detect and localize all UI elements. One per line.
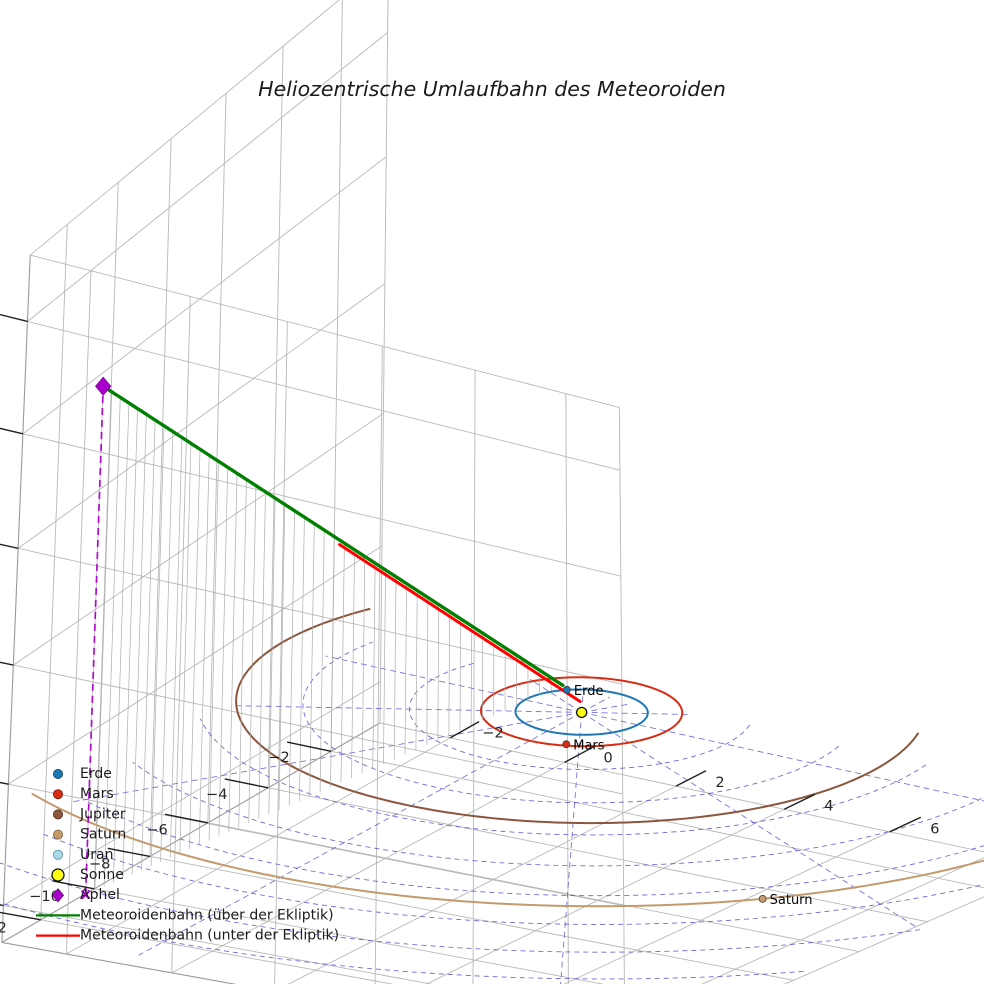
body-labels: Erde Mars Saturn (573, 684, 812, 908)
y-tick-label: −2 (482, 726, 503, 742)
polar-grid (0, 641, 984, 984)
legend-label[interactable]: Meteoroidenbahn (über der Ekliptik) (80, 907, 334, 923)
x-tick-label: −6 (146, 822, 167, 838)
legend-marker-erde (53, 769, 64, 780)
legend-label[interactable]: Mars (80, 786, 114, 802)
legend-marker-uran (53, 849, 64, 860)
legend-marker-mars (53, 789, 64, 800)
axis-tick-labels: 0246810−12−10−8−6−4−2−202468 (0, 726, 939, 937)
x-tick-label: −8 (89, 856, 110, 872)
planet-orbits (31, 608, 984, 908)
x-tick-label: −12 (0, 920, 7, 936)
legend[interactable]: Erde Mars Jupiter Saturn Uran Sonne Aphel Meteo… (36, 766, 339, 944)
x-tick-label: −10 (29, 889, 60, 905)
body-label-erde: Erde (574, 684, 604, 699)
legend-label[interactable]: Sonne (80, 867, 124, 883)
trajectory-stems (85, 386, 552, 895)
y-tick-label: 4 (824, 798, 833, 814)
legend-label[interactable]: Aphel (80, 887, 120, 903)
y-tick-label: 2 (715, 775, 724, 791)
body-label-mars: Mars (573, 738, 605, 753)
meteoroid-trajectory (84, 384, 582, 895)
x-tick-label: −2 (268, 750, 289, 766)
legend-marker-saturn (53, 829, 64, 840)
legend-label[interactable]: Erde (80, 766, 112, 782)
legend-marker-jupiter (53, 809, 64, 820)
legend-marker-aphel (51, 888, 65, 903)
y-tick-label: 6 (930, 821, 939, 837)
legend-marker-sonne (51, 868, 65, 882)
body-markers (80, 376, 767, 903)
body-label-saturn: Saturn (770, 893, 813, 908)
legend-label[interactable]: Uran (80, 847, 113, 863)
y-tick-label: 0 (603, 751, 612, 767)
legend-label[interactable]: Saturn (80, 827, 126, 843)
legend-label[interactable]: Meteoroidenbahn (unter der Ekliptik) (80, 928, 339, 944)
axis-ticks (0, 313, 922, 921)
x-tick-label: −4 (206, 787, 227, 803)
page-title: Heliozentrische Umlaufbahn des Meteoroid… (258, 77, 726, 101)
legend-label[interactable]: Jupiter (79, 806, 126, 822)
